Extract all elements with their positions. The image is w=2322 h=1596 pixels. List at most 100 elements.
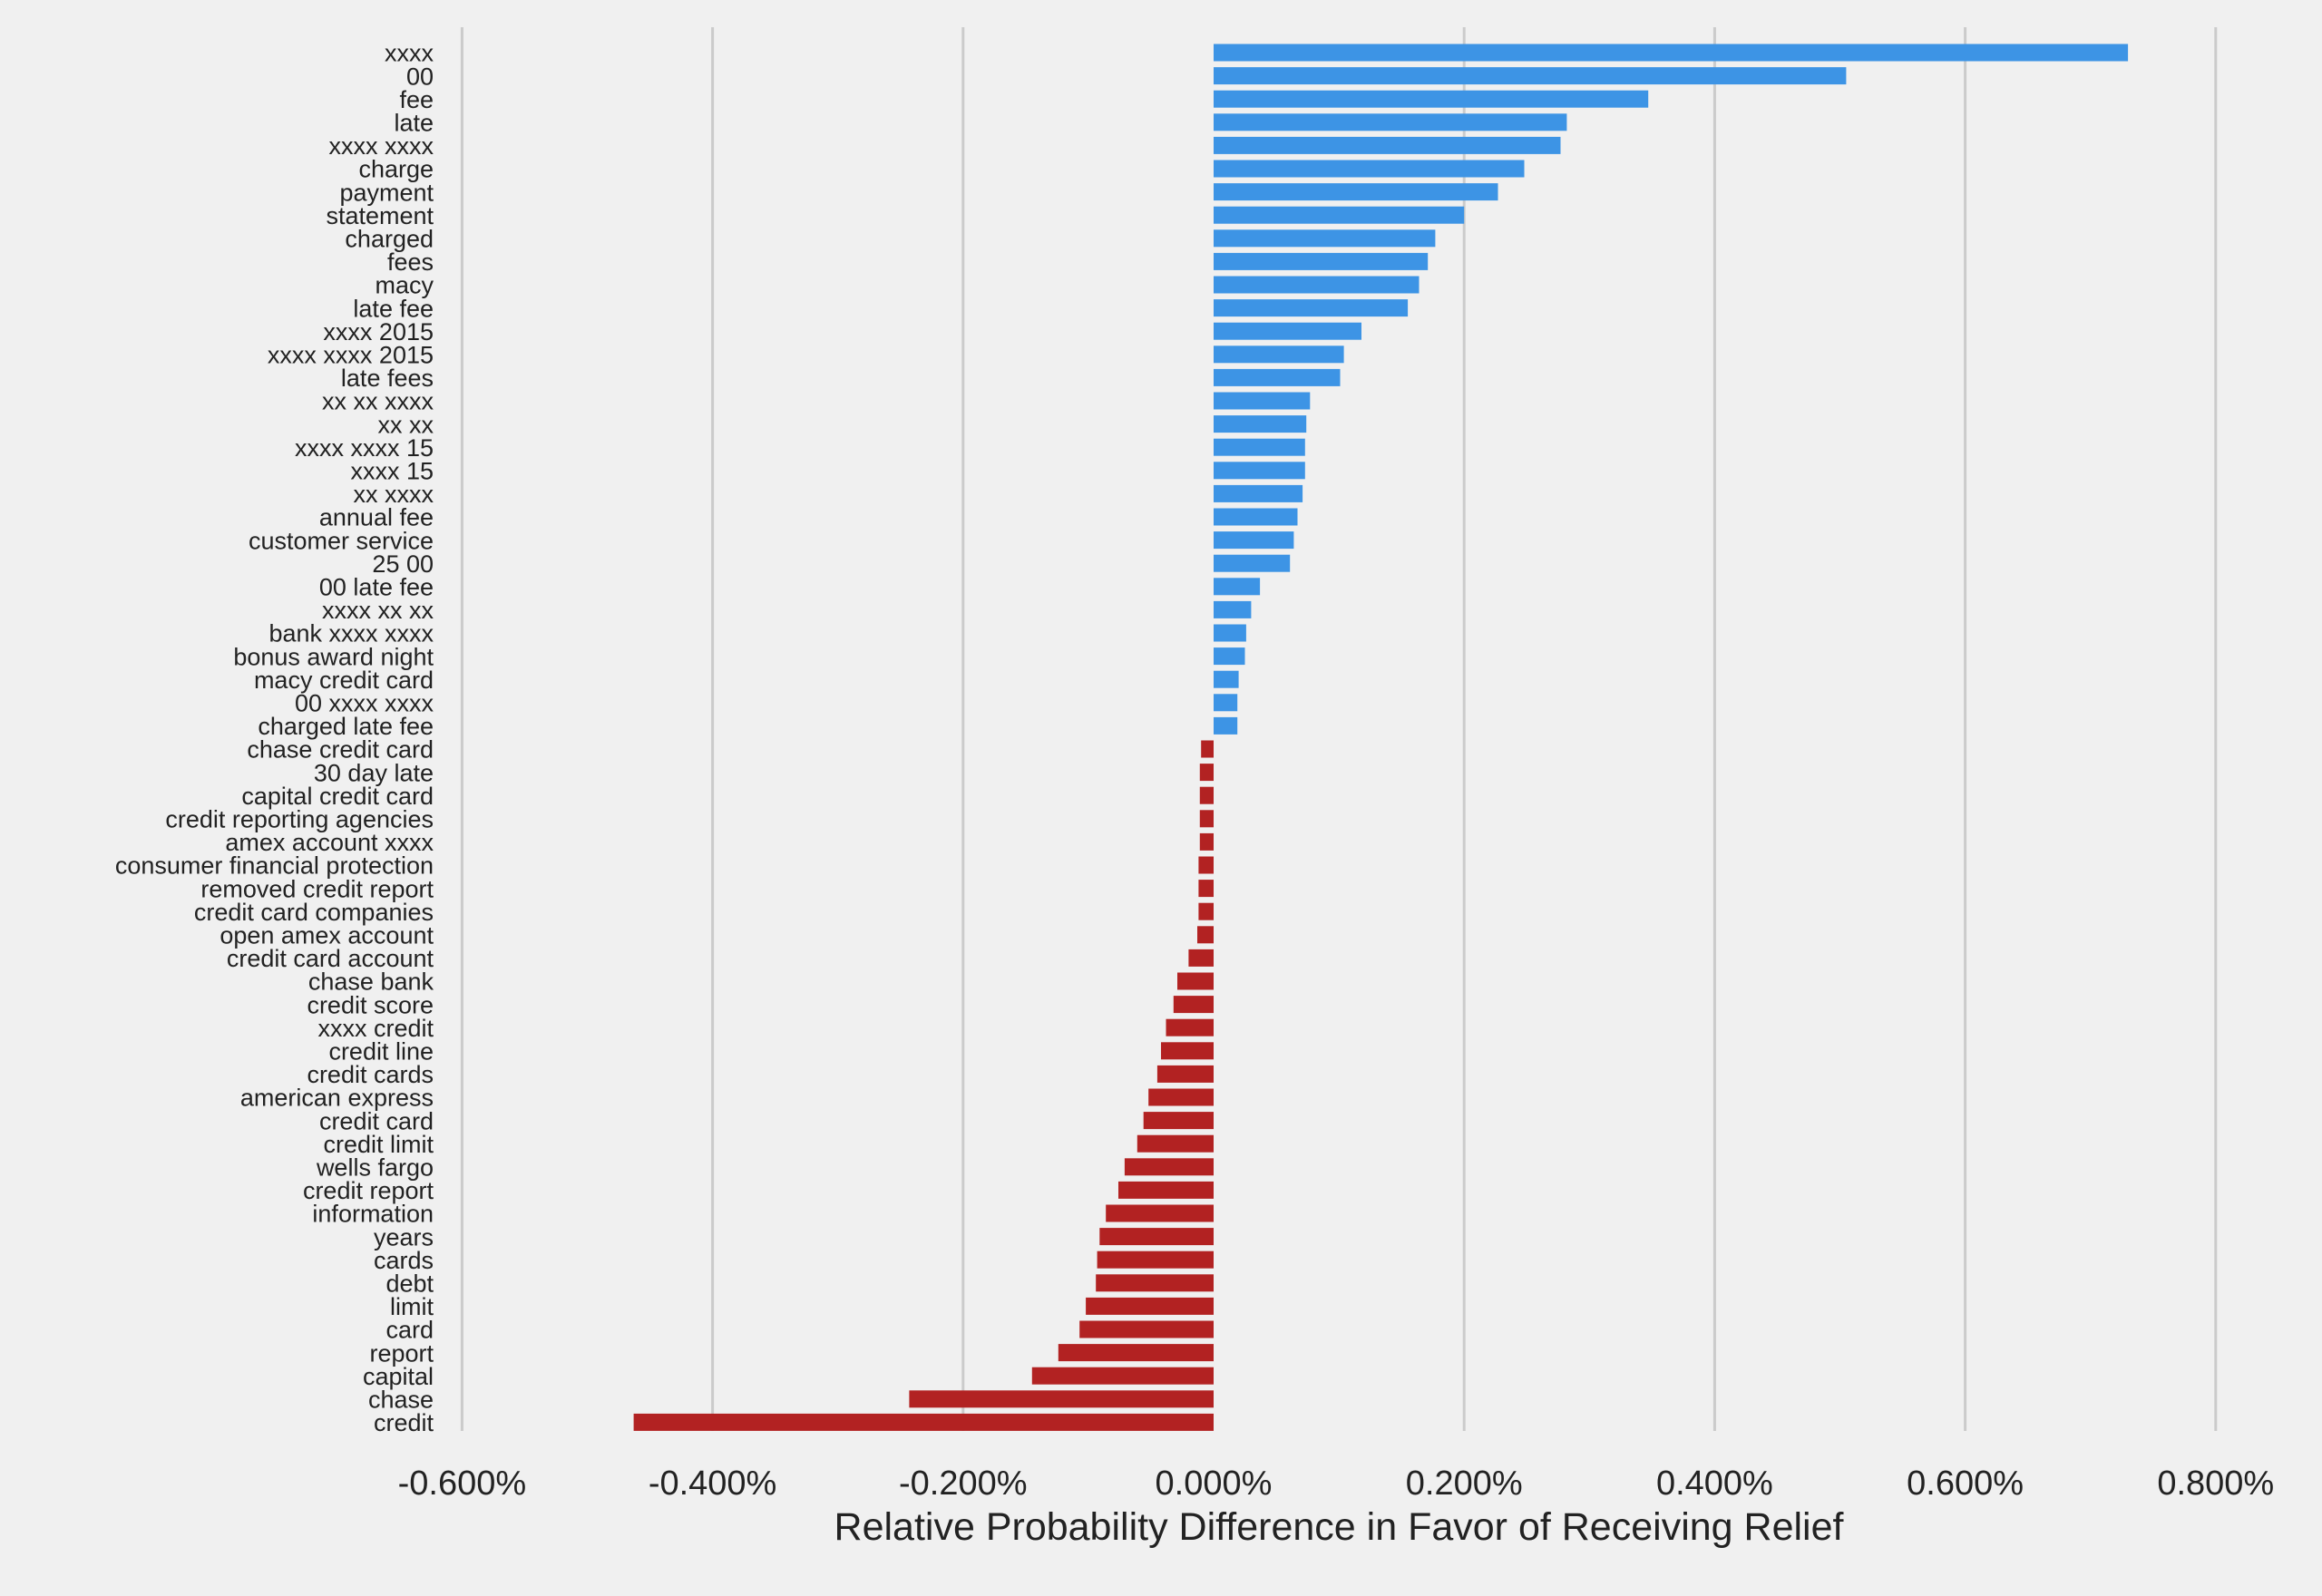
x-tick-label: -0.200%: [899, 1465, 1028, 1503]
bar: [1079, 1320, 1214, 1338]
bar: [1106, 1204, 1214, 1222]
bar: [1214, 484, 1303, 502]
category-label: charged late fee: [258, 713, 434, 740]
bar: [1214, 276, 1420, 294]
category-label: credit score: [307, 991, 434, 1018]
bar: [1096, 1274, 1214, 1292]
bar: [1214, 67, 1847, 85]
category-label: fees: [387, 248, 434, 276]
category-label: credit reporting agencies: [165, 806, 434, 833]
category-label: 00: [406, 63, 434, 90]
bar: [1214, 670, 1239, 688]
bar: [1198, 902, 1214, 920]
category-label: bonus award night: [233, 643, 434, 670]
bar: [1214, 600, 1252, 618]
bar: [1214, 462, 1305, 480]
bar: [1031, 1367, 1214, 1385]
x-tick-label: 0.800%: [2157, 1465, 2274, 1503]
category-label: chase: [368, 1387, 434, 1414]
bar: [1214, 113, 1567, 131]
category-label: wells fargo: [316, 1154, 434, 1182]
category-label: xxxx xxxx: [328, 132, 434, 160]
bar: [1214, 647, 1245, 666]
category-label: american express: [240, 1085, 434, 1112]
category-label: 00 xxxx xxxx: [295, 690, 434, 717]
bar: [1214, 183, 1498, 201]
gridlines: [460, 27, 2218, 1431]
bar: [1214, 531, 1294, 550]
category-label: credit card: [319, 1107, 434, 1134]
bar: [1214, 299, 1409, 317]
bar: [1199, 786, 1214, 804]
category-label: bank xxxx xxxx: [268, 620, 434, 647]
category-label: 25 00: [372, 550, 434, 578]
category-label: credit line: [328, 1038, 434, 1066]
bar: [909, 1390, 1214, 1408]
bar: [1143, 1112, 1214, 1130]
category-label: removed credit report: [200, 875, 434, 902]
category-label: xxxx 15: [350, 458, 434, 485]
bar: [1214, 160, 1525, 178]
category-label: credit report: [303, 1177, 434, 1204]
bar: [1199, 832, 1214, 851]
bar: [1118, 1181, 1214, 1199]
bar: [1161, 1042, 1214, 1060]
category-label: xx xx: [377, 411, 434, 438]
x-tick-label: 0.600%: [1907, 1465, 2024, 1503]
category-label: capital: [363, 1363, 434, 1390]
bar: [1201, 740, 1214, 758]
category-label: report: [369, 1339, 434, 1367]
bar: [1137, 1134, 1214, 1153]
bar: [1198, 880, 1214, 898]
x-axis-title: Relative Probability Difference in Favor…: [834, 1505, 1845, 1549]
bar: [1099, 1228, 1214, 1246]
bar: [1214, 368, 1341, 386]
category-label: late fee: [353, 295, 434, 322]
bar: [1214, 415, 1307, 433]
bar: [1214, 392, 1311, 410]
bar: [1214, 206, 1465, 224]
bar: [1214, 345, 1344, 364]
bar: [1086, 1297, 1214, 1315]
bar: [1214, 322, 1361, 340]
category-label: charge: [358, 156, 434, 183]
category-label: xxxx xxxx 15: [295, 434, 434, 462]
category-label: xxxx: [385, 40, 434, 67]
bar: [1214, 438, 1305, 456]
bar: [1173, 996, 1214, 1014]
category-label: 30 day late: [314, 759, 434, 786]
category-label: xx xxxx: [353, 481, 434, 508]
category-label: card: [385, 1317, 434, 1344]
category-label: xxxx 2015: [323, 318, 434, 345]
bar: [1199, 810, 1214, 828]
category-label: payment: [339, 179, 434, 206]
bar: [1124, 1158, 1214, 1176]
category-label: xxxx xxxx 2015: [268, 342, 434, 369]
category-label: credit: [374, 1409, 434, 1436]
bar: [1156, 1065, 1214, 1083]
bar: [1097, 1251, 1214, 1269]
category-label: amex account xxxx: [225, 829, 434, 856]
category-label: macy: [375, 272, 434, 299]
x-tick-label: 0.200%: [1406, 1465, 1523, 1503]
bars: [633, 44, 2129, 1431]
bar: [1188, 949, 1214, 967]
category-label: annual fee: [319, 504, 434, 531]
category-label: xxxx credit: [317, 1015, 434, 1042]
category-label: chase credit card: [247, 736, 434, 764]
category-label: charged: [345, 226, 434, 253]
category-label: limit: [390, 1293, 434, 1320]
bar: [1214, 136, 1561, 154]
category-label: open amex account: [220, 922, 434, 949]
category-label: 00 late fee: [319, 574, 434, 601]
category-label: debt: [385, 1270, 434, 1298]
category-label: cards: [374, 1247, 434, 1274]
category-label: capital credit card: [241, 783, 434, 810]
category-label: macy credit card: [254, 667, 434, 694]
bar: [1058, 1344, 1214, 1362]
category-label: statement: [326, 202, 434, 229]
category-label: xx xx xxxx: [322, 388, 434, 415]
x-tick-labels: -0.600% -0.400% -0.200% 0.000% 0.200% 0.400% 0…: [398, 1465, 2275, 1503]
